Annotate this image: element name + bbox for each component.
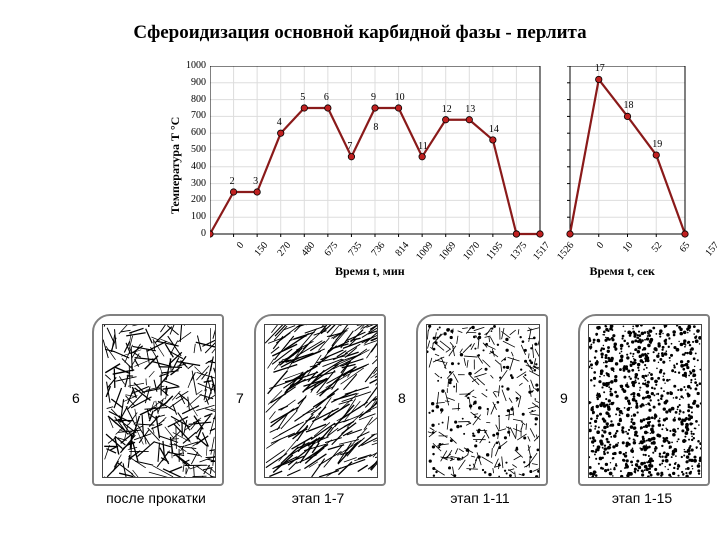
micrograph-card — [92, 314, 224, 486]
micrograph-image — [264, 324, 378, 478]
y-tick-label: 700 — [180, 110, 206, 121]
x-tick-label-left: 1009 — [407, 240, 435, 270]
y-tick-label: 300 — [180, 178, 206, 189]
point-label: 7 — [347, 141, 352, 152]
point-label: 9 — [371, 92, 376, 103]
point-label: 19 — [652, 139, 662, 150]
y-tick-label: 800 — [180, 94, 206, 105]
x-tick-label-left: 1517 — [525, 240, 553, 270]
x-tick-label-left: 0 — [219, 240, 247, 270]
micrograph-number: 7 — [236, 390, 244, 406]
micrograph-caption: после прокатки — [78, 490, 234, 506]
point-label: 2 — [230, 176, 235, 187]
temperature-chart — [210, 66, 695, 244]
y-tick-label: 100 — [180, 211, 206, 222]
y-tick-label: 200 — [180, 194, 206, 205]
x-tick-label-right: 65 — [665, 240, 693, 270]
point-label: 10 — [395, 92, 405, 103]
micrograph-image — [102, 324, 216, 478]
micrograph-caption: этап 1-7 — [258, 490, 378, 506]
micrograph-number: 9 — [560, 390, 568, 406]
x-tick-label-left: 1195 — [478, 240, 506, 270]
micrograph-card — [416, 314, 548, 486]
chart-svg — [210, 66, 695, 244]
y-tick-label: 400 — [180, 161, 206, 172]
point-label: 14 — [489, 124, 499, 135]
point-label: 11 — [418, 141, 428, 152]
page-title: Сфероидизация основной карбидной фазы - … — [0, 22, 720, 44]
y-tick-label: 1000 — [180, 60, 206, 71]
x-tick-label-left: 1069 — [431, 240, 459, 270]
x-tick-label-left: 150 — [242, 240, 270, 270]
point-label: 12 — [442, 104, 452, 115]
micrograph-number: 6 — [72, 390, 80, 406]
y-tick-label: 900 — [180, 77, 206, 88]
y-tick-label: 0 — [180, 228, 206, 239]
micrograph-caption: этап 1-15 — [582, 490, 702, 506]
micrograph-image — [426, 324, 540, 478]
point-label: 17 — [595, 63, 605, 74]
point-label: 13 — [465, 104, 475, 115]
y-tick-label: 600 — [180, 127, 206, 138]
x-tick-label-left: 1070 — [454, 240, 482, 270]
point-label: 4 — [277, 117, 282, 128]
x-tick-label-left: 1375 — [502, 240, 530, 270]
x-tick-label-left: 270 — [266, 240, 294, 270]
point-label: 18 — [624, 100, 634, 111]
micrograph-caption: этап 1-11 — [420, 490, 540, 506]
point-label: 8 — [373, 122, 378, 133]
micrograph-number: 8 — [398, 390, 406, 406]
micrograph-card — [578, 314, 710, 486]
x-tick-label-right: 157 — [694, 240, 720, 270]
micrograph-card — [254, 314, 386, 486]
x-tick-label-left: 480 — [289, 240, 317, 270]
point-label: 3 — [253, 176, 258, 187]
y-tick-label: 500 — [180, 144, 206, 155]
micrograph-image — [588, 324, 702, 478]
x-tick-label-left: 1526 — [549, 240, 577, 270]
point-label: 6 — [324, 92, 329, 103]
point-label: 5 — [300, 92, 305, 103]
